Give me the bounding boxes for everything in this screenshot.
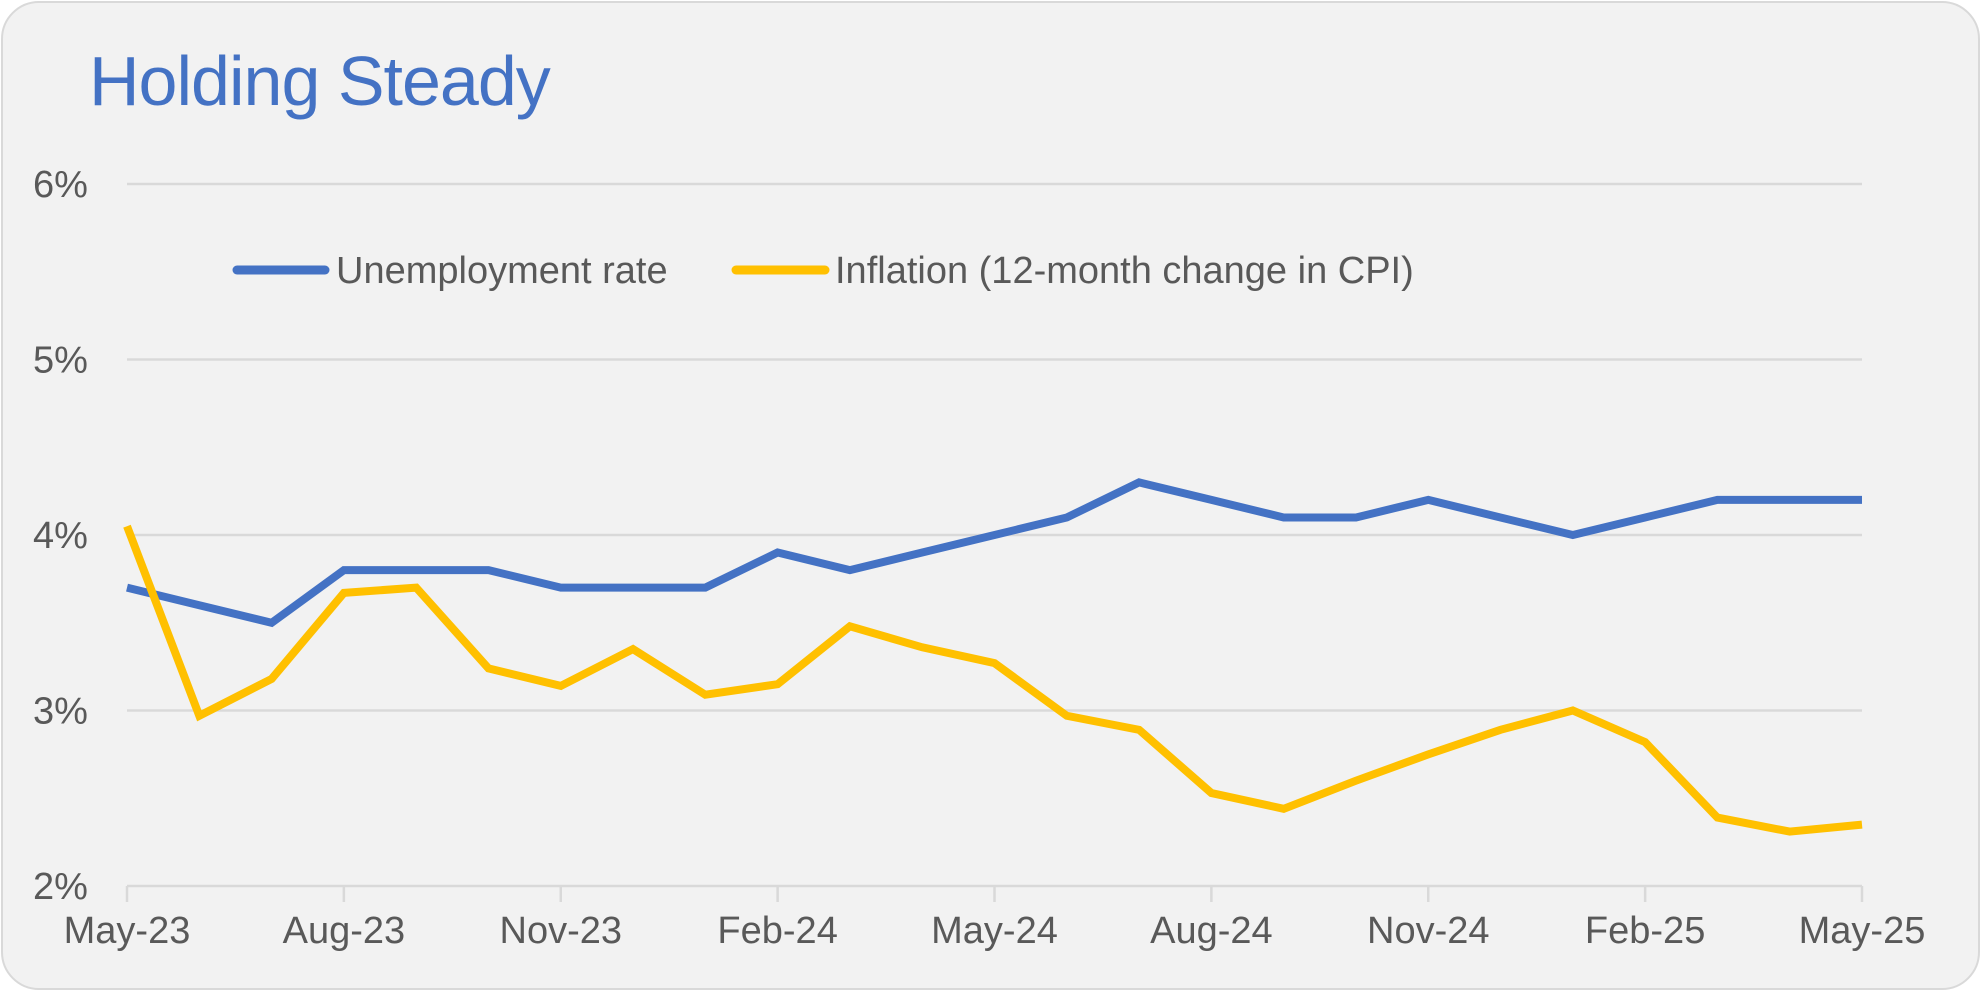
line-chart: 2%3%4%5%6% May-23 Aug-23 Nov-23 Feb-24 May-2… xyxy=(33,164,1926,952)
x-axis xyxy=(125,884,1864,902)
legend-label: Inflation (12-month change in CPI) xyxy=(835,250,1414,292)
x-tick-label: Nov-23 xyxy=(500,910,623,952)
series-lines xyxy=(123,478,1863,836)
x-tick-label: May-23 xyxy=(64,910,191,952)
unemployment-line xyxy=(126,478,1862,628)
y-tick-label: 4% xyxy=(33,515,88,557)
y-tick-label: 5% xyxy=(33,340,88,382)
x-tick-label: May-24 xyxy=(931,910,1058,952)
y-tick-label: 2% xyxy=(33,866,88,908)
legend-label: Unemployment rate xyxy=(336,250,668,292)
y-tick-label: 6% xyxy=(33,164,88,206)
legend: Unemployment rate Inflation (12-month cha… xyxy=(232,250,1414,292)
y-tick-label: 3% xyxy=(33,691,88,733)
x-tick-label: Aug-24 xyxy=(1150,910,1273,952)
x-tick-label: Aug-23 xyxy=(283,910,406,952)
y-axis-labels: 2% 3% 4% 5% 6% xyxy=(33,164,88,908)
x-tick-label: Feb-24 xyxy=(717,910,837,952)
inflation-line xyxy=(123,524,1863,836)
x-tick-label: May-25 xyxy=(1799,910,1926,952)
x-tick-label: Feb-25 xyxy=(1585,910,1705,952)
x-axis-labels: May-23 Aug-23 Nov-23 Feb-24 May-24 Aug-24 Nov-… xyxy=(64,910,1926,952)
chart-title: Holding Steady xyxy=(89,42,551,120)
x-tick-label: Nov-24 xyxy=(1367,910,1490,952)
